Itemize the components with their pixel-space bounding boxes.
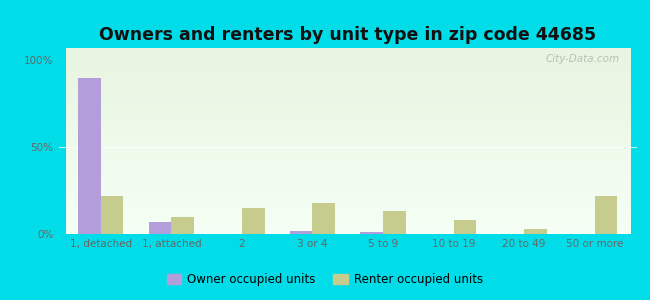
Bar: [454, 220, 476, 234]
Bar: [172, 217, 194, 234]
Bar: [290, 230, 313, 234]
Bar: [242, 208, 265, 234]
Bar: [313, 203, 335, 234]
Bar: [595, 196, 618, 234]
Bar: [149, 222, 172, 234]
Bar: [101, 196, 124, 234]
Bar: [361, 232, 383, 234]
Text: City-Data.com: City-Data.com: [545, 54, 619, 64]
Bar: [524, 229, 547, 234]
Title: Owners and renters by unit type in zip code 44685: Owners and renters by unit type in zip c…: [99, 26, 596, 44]
Bar: [383, 212, 406, 234]
Bar: [78, 78, 101, 234]
Legend: Owner occupied units, Renter occupied units: Owner occupied units, Renter occupied un…: [162, 269, 488, 291]
